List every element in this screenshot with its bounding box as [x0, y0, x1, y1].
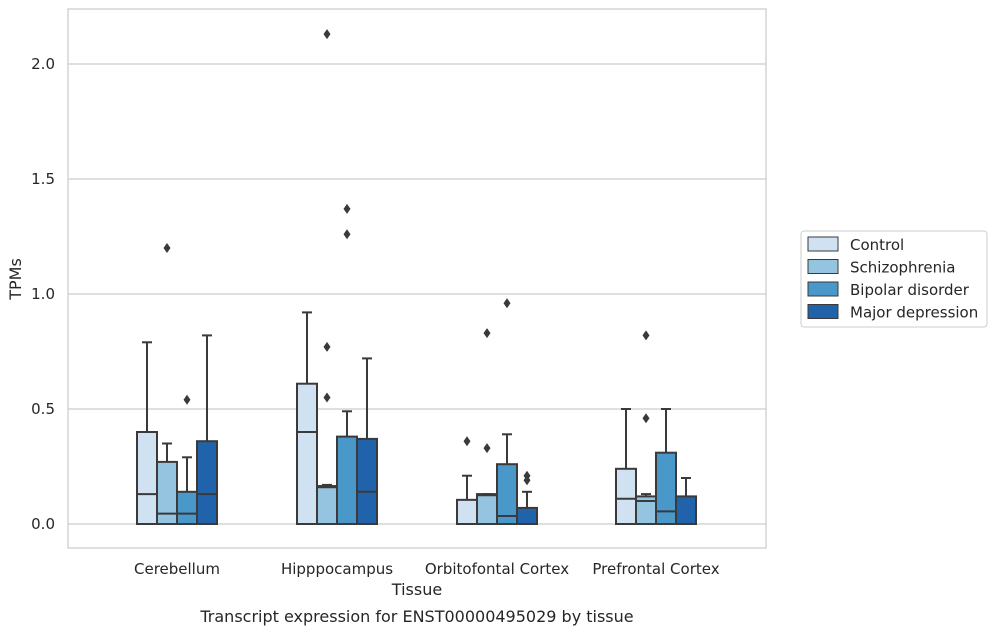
legend-frame	[800, 230, 988, 328]
box	[456, 498, 478, 526]
y-axis-title: TPMs	[6, 258, 25, 301]
x-axis-ticks: Cerebellum Hipppocampus Orbitofontal Corte…	[134, 560, 720, 578]
outlier-point	[323, 392, 331, 403]
legend-swatch	[807, 281, 839, 297]
plot-area-frame	[67, 8, 767, 549]
outlier-point	[183, 394, 191, 405]
outlier-point	[483, 328, 491, 339]
outlier-point	[343, 229, 351, 240]
legend-label: Bipolar disorder	[850, 281, 970, 299]
box	[476, 493, 498, 526]
y-tick-label: 2.0	[31, 55, 55, 73]
legend-swatch	[807, 259, 839, 274]
outlier-point	[323, 29, 331, 40]
x-axis-title: Tissue	[391, 580, 442, 599]
y-tick-label: 1.0	[31, 285, 55, 303]
x-tick-label: Prefrontal Cortex	[592, 560, 719, 578]
box-group	[615, 330, 697, 526]
outlier-point	[503, 298, 511, 309]
box	[675, 495, 697, 525]
y-tick-label: 1.5	[31, 170, 55, 188]
box	[615, 467, 637, 525]
outlier-point	[483, 443, 491, 454]
box	[356, 437, 378, 525]
legend-swatch	[807, 304, 839, 319]
x-tick-label: Cerebellum	[134, 560, 220, 578]
y-tick-label: 0.5	[31, 400, 55, 418]
box	[516, 506, 538, 525]
box	[336, 435, 358, 526]
chart-caption: Transcript expression for ENST0000049502…	[199, 607, 633, 626]
x-tick-label: Hipppocampus	[281, 560, 393, 578]
legend-label: Schizophrenia	[850, 259, 955, 277]
box-group	[296, 29, 378, 526]
box	[196, 440, 218, 526]
outlier-point	[642, 330, 650, 341]
box	[136, 431, 158, 525]
legend-label: Control	[850, 236, 904, 254]
outlier-point	[463, 436, 471, 447]
outlier-point	[163, 243, 171, 253]
box-groups	[136, 29, 697, 526]
x-tick-label: Orbitofontal Cortex	[425, 560, 569, 578]
outlier-point	[523, 470, 531, 481]
y-tick-label: 0.0	[31, 515, 55, 533]
legend: Control Schizophrenia Bipolar disorder Majo…	[800, 230, 988, 328]
box	[296, 382, 318, 526]
box	[156, 460, 178, 525]
box	[316, 485, 338, 525]
box-group	[136, 243, 218, 526]
legend-label: Major depression	[850, 304, 978, 322]
outlier-point	[343, 203, 351, 214]
outlier-point	[323, 341, 331, 352]
y-axis-ticks: 0.0 0.5 1.0 1.5 2.0	[31, 55, 55, 533]
box-group	[456, 298, 538, 526]
box	[176, 490, 198, 525]
legend-swatch	[807, 236, 839, 252]
outlier-point	[642, 413, 650, 424]
box	[496, 463, 518, 526]
box	[655, 451, 677, 526]
